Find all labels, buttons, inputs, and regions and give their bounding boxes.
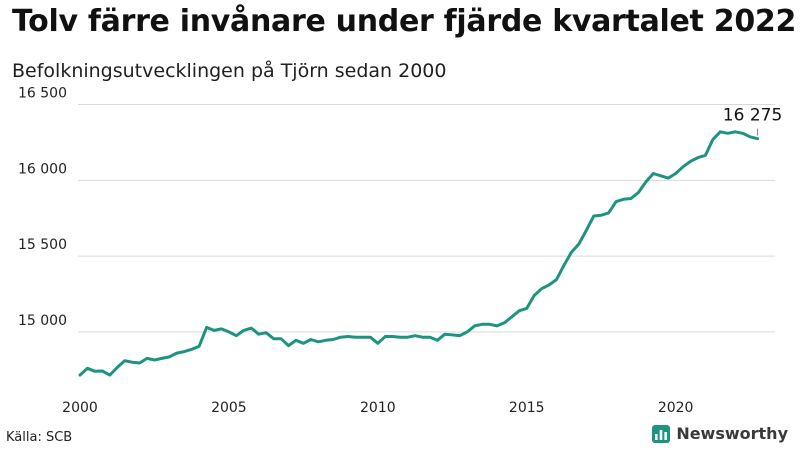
x-tick-label: 2005 (211, 400, 247, 416)
series-line (78, 130, 760, 377)
x-tick-label: 2000 (62, 400, 98, 416)
chart-subtitle: Befolkningsutvecklingen på Tjörn sedan 2… (12, 60, 447, 82)
x-tick-label: 2015 (509, 400, 545, 416)
y-tick-label: 16 000 (18, 161, 67, 177)
y-tick-label: 15 500 (18, 237, 67, 253)
x-axis: 2000 2005 2010 2015 2020 (62, 400, 693, 416)
annotations: 16 275 (723, 106, 782, 136)
chart-title: Tolv färre invånare under fjärde kvartal… (12, 4, 797, 39)
series (78, 130, 760, 377)
source-note: Källa: SCB (6, 430, 73, 445)
x-tick-label: 2010 (360, 400, 396, 416)
gridlines (78, 104, 775, 333)
end-value-label: 16 275 (723, 106, 782, 126)
bar-chart-icon (652, 424, 671, 443)
line-chart: 15 000 15 500 16 000 16 500 2000 2005 2010 201… (18, 86, 782, 416)
y-axis: 15 000 15 500 16 000 16 500 (18, 86, 67, 329)
y-tick-label: 15 000 (18, 313, 67, 329)
y-tick-label: 16 500 (18, 86, 67, 102)
x-tick-label: 2020 (658, 400, 694, 416)
brand-name: Newsworthy (676, 424, 788, 443)
brand-logo: Newsworthy (652, 424, 788, 443)
